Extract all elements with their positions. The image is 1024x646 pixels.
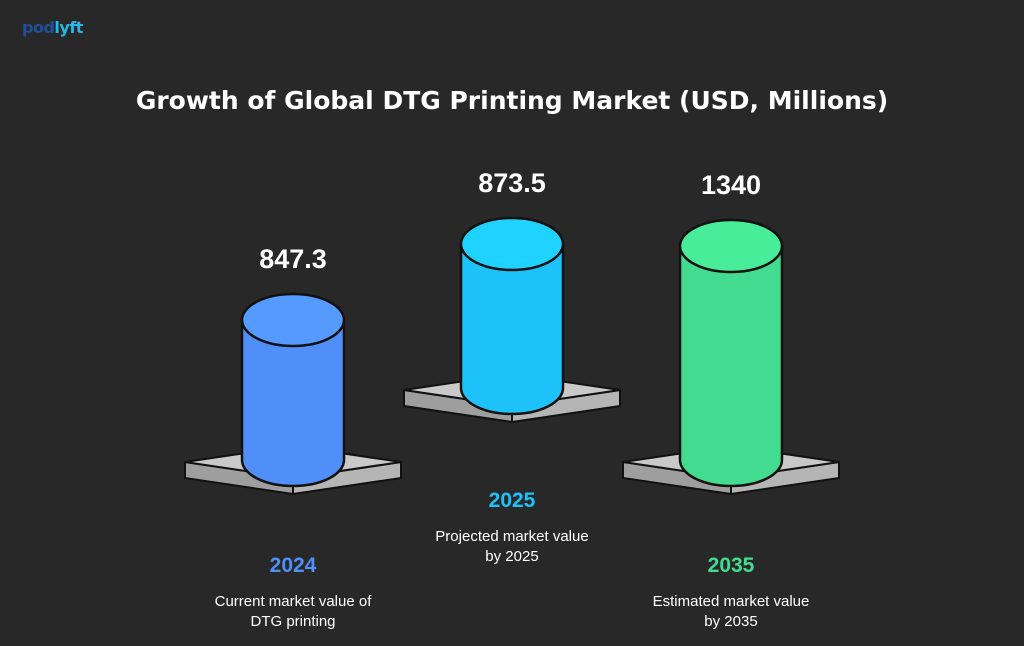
value-label-2035: 1340 (701, 170, 761, 200)
value-label-2025: 873.5 (478, 168, 546, 198)
brand-logo: podlyft (22, 18, 83, 37)
bar-2025 (459, 242, 565, 416)
brand-logo-part2: lyft (54, 18, 83, 37)
description-2024-line-1: Current market value of (215, 593, 373, 610)
description-2025-line-1: Projected market value (435, 528, 588, 545)
description-2035-line-2: by 2035 (704, 613, 757, 630)
description-2035-line-1: Estimated market value (653, 593, 810, 610)
chart-title: Growth of Global DTG Printing Market (US… (136, 86, 888, 115)
bar-top-2025 (459, 216, 565, 272)
bar-2024 (240, 318, 346, 488)
description-2025-line-2: by 2025 (485, 548, 538, 565)
description-2024-line-2: DTG printing (250, 613, 335, 630)
bar-2035 (678, 244, 784, 488)
value-label-2024: 847.3 (259, 244, 327, 274)
year-label-2024: 2024 (270, 554, 317, 577)
bar-top-2035 (678, 218, 784, 274)
chart-marks: 847.3 2024 Current market value of DTG prin… (184, 168, 840, 630)
year-label-2025: 2025 (489, 489, 536, 512)
bar-group-2024: 847.3 2024 Current market value of DTG prin… (184, 244, 402, 630)
bar-group-2035: 1340 2035 Estimated market value by 2035 (622, 170, 840, 630)
bar-group-2025: 873.5 2025 Projected market value by 2025 (403, 168, 621, 565)
year-label-2035: 2035 (708, 554, 755, 577)
brand-logo-part1: pod (22, 18, 55, 37)
bar-top-2024 (240, 292, 346, 348)
